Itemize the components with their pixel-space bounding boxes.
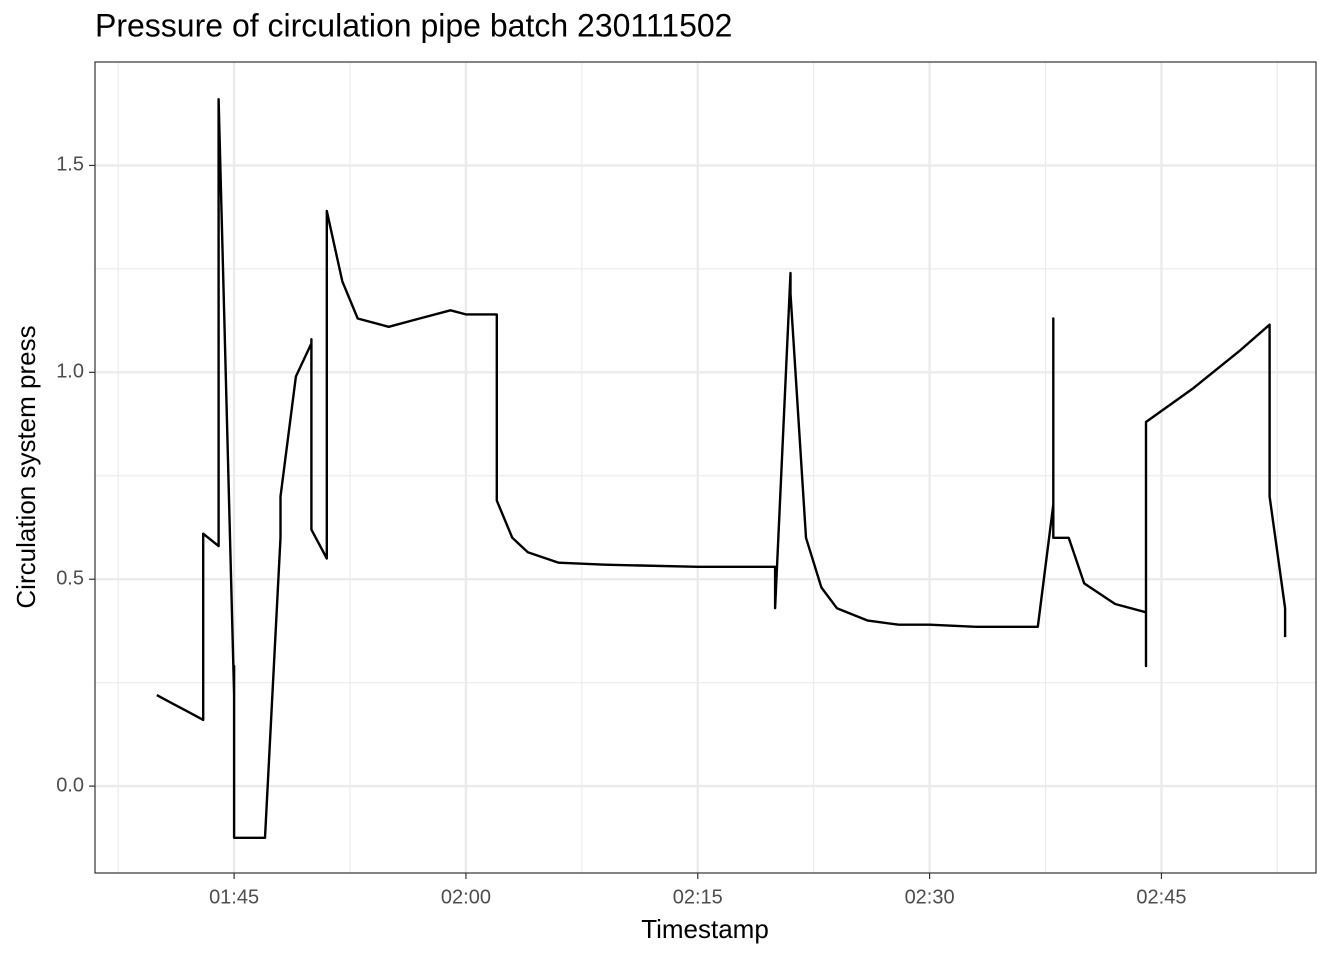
y-tick-label: 0.0 [56, 774, 84, 796]
y-axis-label: Circulation system press [11, 325, 41, 608]
data-line [156, 98, 1287, 839]
plot-border [94, 61, 1317, 874]
x-tick-label: 02:45 [1136, 886, 1186, 908]
x-tick-label: 02:00 [441, 886, 491, 908]
chart-title: Pressure of circulation pipe batch 23011… [95, 7, 732, 43]
x-tick-label: 01:45 [209, 886, 259, 908]
x-tick-label: 02:15 [673, 886, 723, 908]
x-tick-label: 02:30 [905, 886, 955, 908]
y-tick-label: 1.5 [56, 154, 84, 176]
y-tick-label: 1.0 [56, 361, 84, 383]
x-axis-label: Timestamp [641, 914, 769, 944]
y-tick-label: 0.5 [56, 568, 84, 590]
